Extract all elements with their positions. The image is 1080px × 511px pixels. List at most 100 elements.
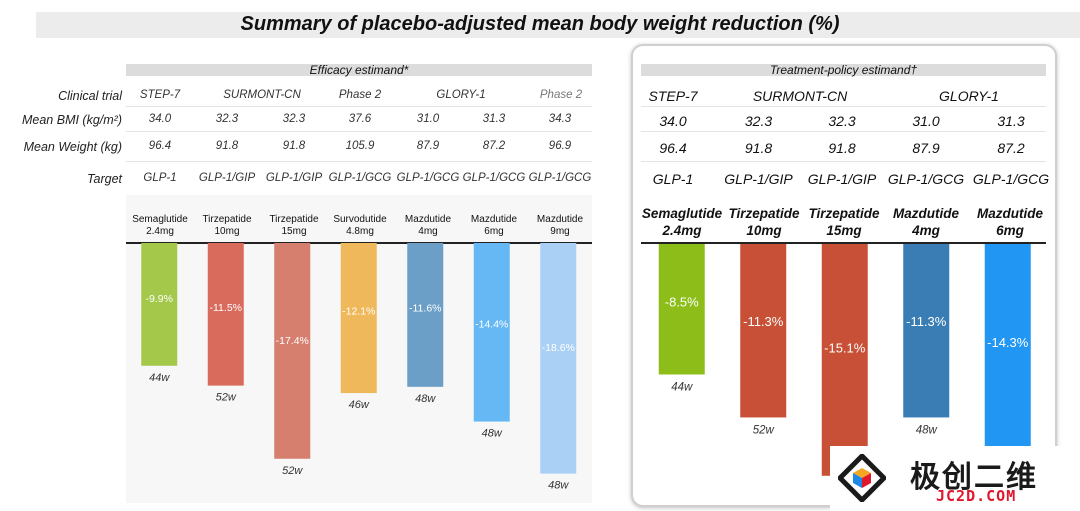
row-separator	[641, 131, 1046, 132]
row-label-target: Target	[87, 172, 122, 186]
row-separator	[126, 131, 592, 132]
treatment-policy-target: GLP-1/GCG	[972, 171, 1050, 187]
bar	[340, 243, 377, 394]
bar	[207, 243, 244, 386]
duration-label: 52w	[216, 392, 237, 404]
efficacy-target: GLP-1/GIP	[198, 172, 256, 184]
duration-label: 48w	[916, 424, 938, 436]
efficacy-header-band	[126, 64, 592, 76]
efficacy-weight: 91.8	[282, 140, 306, 152]
bar	[141, 243, 178, 366]
treatment-policy-target: GLP-1/GCG	[887, 171, 965, 187]
duration-label: 48w	[548, 480, 569, 492]
row-separator	[126, 161, 592, 162]
bar-value-label: -12.1%	[342, 306, 375, 318]
duration-label: 46w	[349, 399, 370, 411]
watermark-name-cn: 极创二维	[910, 461, 1038, 494]
treatment-policy-trial: SURMONT-CN	[752, 88, 848, 104]
watermark-name-en: JC2D.COM	[936, 487, 1017, 505]
treatment-policy-bmi: 31.0	[912, 113, 940, 129]
efficacy-bmi: 32.3	[282, 113, 306, 125]
duration-label: 48w	[415, 393, 436, 405]
efficacy-trial: STEP-7	[139, 89, 181, 101]
efficacy-weight: 96.9	[548, 140, 572, 152]
efficacy-weight: 87.2	[482, 140, 506, 152]
treatment-policy-drug-label: Mazdutide 4mg	[893, 206, 959, 238]
treatment-policy-bmi: 31.3	[997, 113, 1025, 129]
efficacy-trial: Phase 2	[539, 89, 583, 101]
efficacy-bmi: 34.0	[148, 113, 172, 125]
treatment-policy-bmi: 34.0	[659, 113, 687, 129]
treatment-policy-weight: 96.4	[659, 140, 687, 156]
efficacy-weight: 91.8	[215, 140, 239, 152]
efficacy-target: GLP-1/GCG	[462, 172, 526, 184]
bar	[473, 243, 510, 422]
row-label-clinical-trial: Clinical trial	[58, 89, 122, 103]
efficacy-estimand-label: Efficacy estimand*	[309, 63, 409, 77]
bar-value-label: -9.9%	[146, 293, 173, 305]
bar-value-label: -11.3%	[743, 314, 784, 329]
watermark-logo: 极创二维 JC2D.COM	[830, 446, 1080, 511]
efficacy-drug-label: Survodutide 4.8mg	[333, 214, 387, 237]
bar-value-label: -18.6%	[542, 342, 575, 354]
efficacy-bmi: 31.0	[416, 113, 440, 125]
row-separator	[641, 161, 1046, 162]
bar-value-label: -14.4%	[475, 318, 508, 330]
treatment-policy-zero-baseline	[641, 242, 1046, 244]
treatment-policy-weight: 87.2	[997, 140, 1025, 156]
bar	[740, 244, 787, 418]
chart-title: Summary of placebo-adjusted mean body we…	[240, 13, 840, 35]
row-separator	[641, 106, 1046, 107]
bar	[274, 243, 311, 459]
efficacy-drug-label: Tirzepatide 10mg	[202, 214, 252, 237]
efficacy-drug-label: Mazdutide 4mg	[404, 214, 452, 237]
treatment-policy-bmi: 32.3	[744, 113, 773, 129]
treatment-policy-drug-label: Tirzepatide 10mg	[728, 206, 800, 238]
row-separator	[126, 106, 592, 107]
bar-value-label: -14.3%	[987, 335, 1029, 350]
treatment-policy-weight: 91.8	[744, 140, 773, 156]
duration-label: 44w	[149, 372, 170, 384]
treatment-policy-target: GLP-1	[652, 171, 694, 187]
title-bar	[36, 12, 1080, 38]
efficacy-weight: 105.9	[345, 140, 375, 152]
treatment-policy-drug-label: Mazdutide 6mg	[977, 206, 1043, 238]
efficacy-drug-label: Mazdutide 9mg	[536, 214, 584, 237]
bar-value-label: -11.6%	[409, 303, 442, 315]
efficacy-bmi: 32.3	[215, 113, 239, 125]
efficacy-weight: 96.4	[148, 140, 172, 152]
efficacy-zero-baseline	[126, 242, 592, 244]
efficacy-target: GLP-1/GCG	[328, 172, 392, 184]
efficacy-drug-label: Tirzepatide 15mg	[269, 214, 319, 237]
efficacy-target: GLP-1	[143, 172, 177, 184]
treatment-policy-target: GLP-1/GIP	[807, 171, 877, 187]
bar-value-label: -8.5%	[665, 295, 699, 310]
efficacy-bmi: 34.3	[548, 113, 572, 125]
efficacy-target: GLP-1/GCG	[528, 172, 592, 184]
treatment-policy-drug-label: Semaglutide 2.4mg	[641, 206, 723, 238]
efficacy-weight: 87.9	[416, 140, 440, 152]
treatment-policy-bmi: 32.3	[828, 113, 856, 129]
bar-value-label: -11.3%	[906, 314, 947, 329]
efficacy-trial: SURMONT-CN	[223, 89, 301, 101]
efficacy-drug-label: Semaglutide 2.4mg	[132, 214, 188, 237]
duration-label: 52w	[282, 465, 303, 477]
bar-value-label: -15.1%	[824, 340, 866, 355]
cube-logo-icon	[838, 454, 886, 502]
treatment-policy-weight: 87.9	[912, 140, 940, 156]
efficacy-drug-label: Mazdutide 6mg	[470, 214, 518, 237]
treatment-policy-target: GLP-1/GIP	[724, 171, 793, 187]
bar	[984, 244, 1031, 464]
bar	[540, 243, 577, 474]
efficacy-trial: GLORY-1	[436, 89, 486, 101]
treatment-policy-trial: GLORY-1	[939, 88, 999, 104]
bar-value-label: -17.4%	[276, 335, 309, 347]
treatment-policy-estimand-label: Treatment-policy estimand†	[769, 63, 918, 77]
duration-label: 44w	[671, 381, 693, 393]
efficacy-target: GLP-1/GCG	[396, 172, 460, 184]
efficacy-target: GLP-1/GIP	[265, 172, 323, 184]
bar	[821, 244, 868, 476]
row-label-mean-weight: Mean Weight (kg)	[23, 140, 122, 154]
bar	[407, 243, 444, 387]
